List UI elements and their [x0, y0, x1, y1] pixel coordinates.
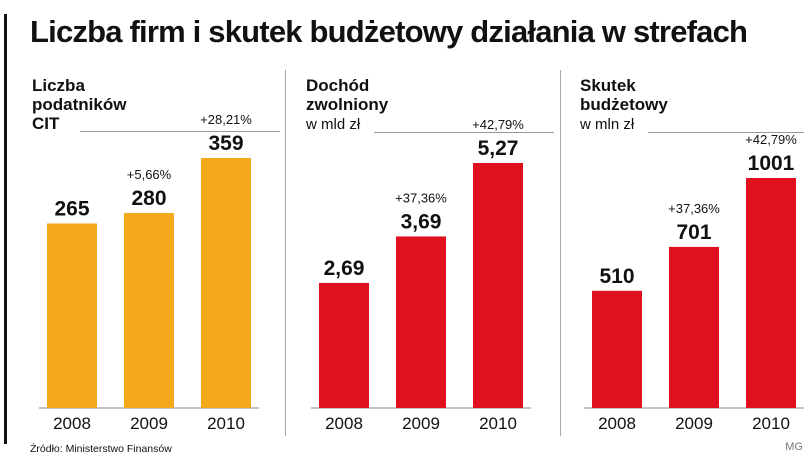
- data-label: 265: [54, 197, 89, 220]
- x-tick-label: 2010: [752, 414, 790, 433]
- bar-chart-taxpayers: 265 2008 280 +5,66% 2009 359 +28,21% 2010: [39, 112, 259, 433]
- panel-unit: w mld zł: [306, 116, 361, 133]
- x-tick-label: 2008: [53, 414, 91, 433]
- bar-chart-exempt-income: 2,69 2008 3,69 +37,36% 2009 5,27 +42,79% 2010: [311, 117, 531, 433]
- data-label: 510: [599, 265, 634, 288]
- x-tick-label: 2008: [598, 414, 636, 433]
- bar: [592, 290, 642, 408]
- chart-panel-budget-effect: Skutek budżetowy w mln zł 510 2008 701 +37,…: [568, 64, 804, 440]
- left-accent-rule: [4, 14, 7, 444]
- data-label: 701: [676, 221, 711, 244]
- x-tick-label: 2009: [130, 414, 168, 433]
- panel-unit: w mln zł: [580, 116, 635, 133]
- bar: [669, 246, 719, 408]
- panel-title: Dochód zwolniony: [306, 76, 389, 114]
- data-label: 5,27: [478, 137, 519, 160]
- data-label: 2,69: [324, 257, 365, 280]
- panel-title: Liczba podatników CIT: [32, 76, 127, 133]
- x-tick-label: 2010: [207, 414, 245, 433]
- bar: [201, 158, 251, 408]
- panel-rule: [648, 132, 804, 133]
- data-label: 1001: [748, 152, 795, 175]
- x-tick-label: 2009: [675, 414, 713, 433]
- bar: [396, 236, 446, 408]
- x-tick-label: 2009: [402, 414, 440, 433]
- x-tick-label: 2010: [479, 414, 517, 433]
- panel-rule: [374, 132, 554, 133]
- bar-chart-budget-effect: 510 2008 701 +37,36% 2009 1001 +42,79% 2010: [584, 132, 804, 433]
- change-label: +37,36%: [668, 201, 720, 216]
- bar: [47, 223, 97, 408]
- bar: [473, 163, 523, 408]
- change-label: +37,36%: [395, 190, 447, 205]
- change-label: +28,21%: [200, 112, 252, 127]
- change-label: +42,79%: [472, 117, 524, 132]
- data-label: 359: [208, 132, 243, 155]
- panel-rule: [80, 131, 280, 132]
- bar: [746, 178, 796, 408]
- x-tick-label: 2008: [325, 414, 363, 433]
- chart-panel-taxpayers: Liczba podatników CIT 265 2008 280 +5,66% 20…: [20, 64, 282, 440]
- data-label: 280: [131, 187, 166, 210]
- panel-divider: [560, 70, 561, 436]
- bar: [319, 282, 369, 408]
- panel-title: Skutek budżetowy: [580, 76, 668, 114]
- data-label: 3,69: [401, 210, 442, 233]
- change-label: +42,79%: [745, 132, 797, 147]
- source-note: Źródło: Ministerstwo Finansów: [30, 443, 172, 455]
- change-label: +5,66%: [127, 167, 172, 182]
- chart-panel-exempt-income: Dochód zwolniony w mld zł 2,69 2008 3,69 +3…: [294, 64, 556, 440]
- bar: [124, 213, 174, 408]
- panel-divider: [285, 70, 286, 436]
- credit-note: MG: [785, 441, 803, 453]
- page-title: Liczba firm i skutek budżetowy działania…: [30, 14, 748, 49]
